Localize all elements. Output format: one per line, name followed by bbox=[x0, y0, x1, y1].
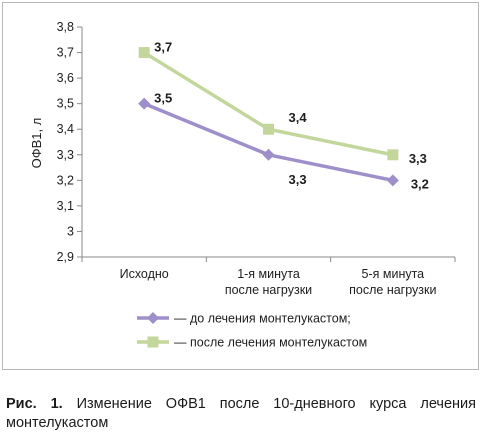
x-tick-label: Исходно bbox=[120, 267, 169, 281]
data-label: 3,5 bbox=[154, 91, 172, 106]
data-point bbox=[263, 123, 274, 135]
series-line-1 bbox=[143, 51, 394, 157]
data-label: 3,7 bbox=[154, 40, 172, 55]
series-line-0 bbox=[143, 102, 394, 183]
x-tick-label: 1-я минута после нагрузки bbox=[225, 267, 312, 297]
data-point bbox=[386, 174, 399, 187]
data-labels: 3,7 3,4 3,3 3,5 3,3 3,2 bbox=[154, 40, 429, 192]
data-point bbox=[138, 47, 150, 59]
y-tick-labels: 2,9 3 3,1 3,2 3,3 3,4 3,5 3,6 3,7 3,8 bbox=[57, 20, 74, 264]
y-tick-label: 3,6 bbox=[57, 71, 74, 85]
data-point bbox=[262, 148, 275, 161]
data-label: 3,3 bbox=[409, 151, 427, 166]
legend-marker bbox=[147, 312, 159, 324]
chart-frame: 2,9 3 3,1 3,2 3,3 3,4 3,5 3,6 3,7 3,8 Исходно 1-я … bbox=[2, 2, 479, 370]
y-tick-label: 3,5 bbox=[57, 97, 74, 111]
data-label: 3,2 bbox=[411, 176, 429, 191]
legend-marker bbox=[147, 336, 159, 348]
line-chart: 2,9 3 3,1 3,2 3,3 3,4 3,5 3,6 3,7 3,8 Исходно 1-я … bbox=[29, 20, 456, 350]
y-tick-label: 3 bbox=[67, 224, 74, 238]
y-tick-label: 2,9 bbox=[57, 250, 74, 264]
data-label: 3,3 bbox=[289, 172, 307, 187]
figure-caption: Рис. 1. Изменение ОФВ1 после 10-дневного… bbox=[6, 395, 476, 433]
legend-entry: — после лечения монтелукастом bbox=[174, 336, 367, 350]
chart-series bbox=[138, 47, 399, 187]
legend-entry: — до лечения монтелукастом; bbox=[174, 312, 351, 326]
data-point bbox=[387, 149, 399, 161]
y-tick-label: 3,4 bbox=[57, 122, 74, 136]
y-tick-label: 3,8 bbox=[57, 20, 74, 34]
y-tick-label: 3,7 bbox=[57, 46, 74, 60]
y-axis-label: ОФВ1, л bbox=[29, 118, 44, 169]
y-tick-label: 3,3 bbox=[57, 148, 74, 162]
caption-text: Изменение ОФВ1 после 10-дневного курса л… bbox=[6, 396, 476, 431]
data-point bbox=[138, 97, 151, 110]
y-tick-label: 3,1 bbox=[57, 199, 74, 213]
caption-label: Рис. 1. bbox=[6, 396, 63, 412]
x-tick-label: 5-я минута после нагрузки bbox=[349, 267, 436, 297]
x-tick-labels: Исходно 1-я минута после нагрузки 5-я минут… bbox=[120, 267, 437, 297]
data-label: 3,4 bbox=[289, 110, 308, 125]
chart-axes bbox=[77, 26, 456, 262]
y-tick-label: 3,2 bbox=[57, 173, 74, 187]
legend: — до лечения монтелукастом; — после лечен… bbox=[137, 312, 367, 350]
